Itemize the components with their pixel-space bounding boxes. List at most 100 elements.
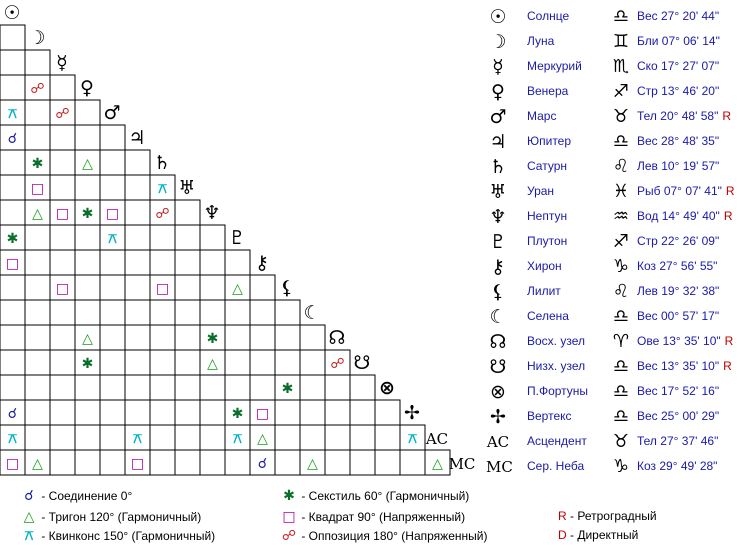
planet-row: ☽ Луна ♊ Бли 07° 06' 14" — [482, 30, 744, 55]
sextile-aspect-mark: ✱ — [32, 156, 44, 172]
grid-cell — [124, 174, 151, 201]
grid-cell — [349, 449, 376, 476]
grid-cell — [99, 424, 126, 451]
grid-cell — [374, 449, 401, 476]
grid-header-sun-icon: ☉ — [3, 2, 20, 24]
retrograde-marker: R — [723, 209, 733, 223]
planet-row: ⚸ Лилит ♌ Лев 19° 32' 38" — [482, 280, 744, 305]
grid-header-selena-icon: ☾ — [303, 302, 320, 324]
planet-position: Коз 27° 56' 55" — [637, 259, 718, 273]
planet-name: Венера — [527, 84, 569, 98]
legend-retrograde: R - Ретроградный — [558, 509, 657, 523]
capricorn-icon: ♑ — [612, 456, 630, 477]
grid-cell — [199, 399, 226, 426]
grid-cell — [199, 274, 226, 301]
planet-row: MC Сер. Неба ♑ Коз 29° 49' 28" — [482, 455, 744, 480]
grid-cell — [0, 349, 26, 376]
jupiter-icon: ♃ — [489, 131, 507, 153]
trine-aspect-mark: △ — [257, 431, 268, 447]
grid-cell — [24, 124, 51, 151]
grid-cell — [349, 399, 376, 426]
grid-header-midheaven-label: MC — [449, 455, 476, 473]
planet-name: Низх. узел — [527, 359, 586, 373]
sextile-aspect-mark: ✱ — [7, 231, 19, 247]
grid-cell — [174, 349, 201, 376]
part-of-fortune-icon: ⊗ — [490, 381, 506, 403]
grid-cell — [74, 349, 101, 376]
grid-header-pluto-icon: ♇ — [228, 227, 245, 249]
grid-cell — [99, 274, 126, 301]
grid-cell — [149, 399, 176, 426]
grid-cell — [299, 374, 326, 401]
opposition-aspect-mark: ☍ — [55, 106, 69, 122]
pluto-icon: ♇ — [489, 231, 507, 253]
grid-cell — [74, 399, 101, 426]
opposition-aspect-mark: ☍ — [330, 356, 344, 372]
grid-cell — [49, 449, 76, 476]
grid-cell — [0, 249, 26, 276]
grid-cell — [49, 149, 76, 176]
libra-icon: ♎ — [612, 381, 630, 402]
grid-cell — [249, 324, 276, 351]
trine-aspect-mark: △ — [82, 156, 93, 172]
legend-square: □ - Квадрат 90° (Напряженный) — [280, 509, 465, 525]
grid-cell — [274, 324, 301, 351]
grid-cell — [74, 249, 101, 276]
grid-header-venus-icon: ♀ — [80, 77, 94, 99]
grid-cell — [74, 374, 101, 401]
planet-row: ♃ Юпитер ♎ Вес 28° 48' 35" — [482, 130, 744, 155]
grid-cell — [74, 99, 101, 126]
grid-cell — [24, 424, 51, 451]
planet-position: Вес 17° 52' 16" — [637, 384, 720, 398]
vertex-icon: ✢ — [490, 406, 506, 428]
grid-cell — [424, 449, 451, 476]
chiron-icon: ⚷ — [491, 256, 505, 278]
planet-row: ☋ Низх. узел ♎ Вес 13° 35' 10" R — [482, 355, 744, 380]
grid-cell — [174, 424, 201, 451]
planet-row: ♅ Уран ♓ Рыб 07° 07' 41" R — [482, 180, 744, 205]
sagittarius-icon: ♐ — [612, 231, 630, 252]
grid-cell — [74, 449, 101, 476]
grid-cell — [24, 349, 51, 376]
opposition-icon: ☍ — [281, 528, 297, 544]
selena-icon: ☾ — [489, 306, 507, 328]
planet-row: ♂ Марс ♉ Тел 20° 48' 58" R — [482, 105, 744, 130]
trine-icon: △ — [23, 509, 35, 525]
retrograde-marker: R — [725, 184, 735, 198]
grid-cell — [74, 424, 101, 451]
libra-icon: ♎ — [612, 356, 630, 377]
planet-name: Нептун — [527, 209, 568, 223]
grid-cell — [249, 299, 276, 326]
conjunction-aspect-mark: ☌ — [8, 406, 17, 422]
grid-cell — [224, 324, 251, 351]
grid-cell — [49, 224, 76, 251]
grid-cell — [0, 174, 26, 201]
grid-cell — [24, 274, 51, 301]
grid-cell — [149, 349, 176, 376]
trine-aspect-mark: △ — [432, 456, 443, 472]
grid-cell — [299, 424, 326, 451]
grid-cell — [174, 299, 201, 326]
libra-icon: ♎ — [612, 406, 630, 427]
grid-cell — [149, 174, 176, 201]
gemini-icon: ♊ — [612, 31, 630, 52]
grid-cell — [49, 74, 76, 101]
midheaven-label: MC — [486, 458, 513, 476]
libra-icon: ♎ — [612, 6, 630, 27]
grid-cell — [149, 424, 176, 451]
grid-cell — [274, 399, 301, 426]
grid-cell — [24, 49, 51, 76]
grid-cell — [274, 449, 301, 476]
quincunx-aspect-mark: ⚻ — [8, 106, 17, 122]
planet-name: Уран — [527, 184, 555, 198]
grid-header-mars-icon: ♂ — [103, 102, 120, 124]
grid-cell — [124, 224, 151, 251]
grid-cell — [174, 274, 201, 301]
taurus-icon: ♉ — [612, 431, 630, 452]
grid-cell — [249, 449, 276, 476]
planet-row: ☊ Восх. узел ♈ Ове 13° 35' 10" R — [482, 330, 744, 355]
grid-cell — [174, 449, 201, 476]
grid-header-jupiter-icon: ♃ — [128, 127, 145, 149]
legend-sextile: ✱ - Секстиль 60° (Гармоничный) — [280, 488, 469, 504]
planet-name: Лилит — [527, 284, 561, 298]
